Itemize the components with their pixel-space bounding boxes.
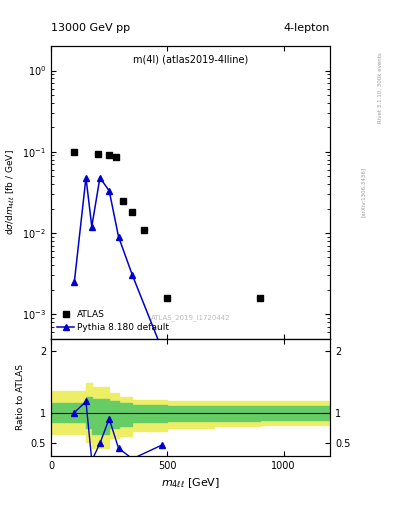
Text: Rivet 3.1.10, 300k events: Rivet 3.1.10, 300k events	[378, 52, 383, 123]
Text: 4-lepton: 4-lepton	[284, 23, 330, 33]
Pythia 8.180 default	[130, 272, 135, 279]
ATLAS	[107, 153, 112, 159]
ATLAS	[142, 226, 147, 232]
ATLAS	[130, 209, 135, 216]
Line: Pythia 8.180 default: Pythia 8.180 default	[71, 175, 165, 351]
Pythia 8.180 default	[72, 279, 77, 285]
ATLAS	[114, 155, 119, 161]
ATLAS	[165, 294, 170, 301]
X-axis label: $m_{4\ell\ell}$ [GeV]: $m_{4\ell\ell}$ [GeV]	[161, 476, 220, 490]
Y-axis label: Ratio to ATLAS: Ratio to ATLAS	[16, 364, 25, 430]
Text: [arXiv:1306.3436]: [arXiv:1306.3436]	[361, 167, 366, 218]
Pythia 8.180 default	[84, 175, 88, 181]
Text: m(4l) (atlas2019-4lline): m(4l) (atlas2019-4lline)	[133, 55, 248, 65]
Line: ATLAS: ATLAS	[71, 148, 263, 301]
ATLAS	[121, 198, 125, 204]
Text: ATLAS_2019_I1720442: ATLAS_2019_I1720442	[151, 314, 230, 321]
Pythia 8.180 default	[159, 345, 164, 351]
Pythia 8.180 default	[107, 188, 112, 194]
Pythia 8.180 default	[116, 233, 121, 240]
Pythia 8.180 default	[97, 175, 102, 181]
Pythia 8.180 default	[90, 223, 94, 229]
ATLAS	[72, 148, 77, 155]
Y-axis label: $\mathrm{d}\sigma/\mathrm{d}m_{4\ell\ell}$ [fb / GeV]: $\mathrm{d}\sigma/\mathrm{d}m_{4\ell\ell…	[4, 150, 17, 236]
ATLAS	[258, 294, 263, 301]
Legend: ATLAS, Pythia 8.180 default: ATLAS, Pythia 8.180 default	[55, 308, 171, 334]
Text: 13000 GeV pp: 13000 GeV pp	[51, 23, 130, 33]
ATLAS	[95, 151, 100, 157]
